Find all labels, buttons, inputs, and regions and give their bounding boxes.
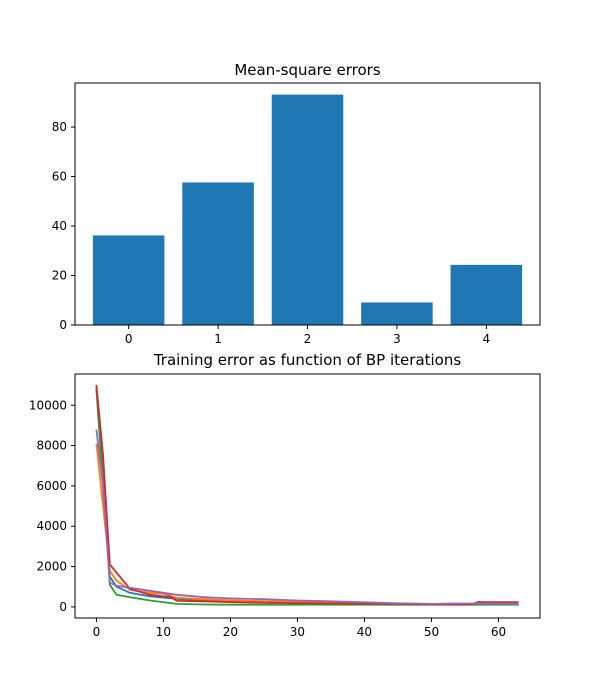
x-tick-label: 50 <box>424 625 439 639</box>
series-line <box>95 443 519 606</box>
line-y-ticks: 0 2000 4000 6000 8000 10000 <box>29 398 75 614</box>
series-line <box>95 385 519 606</box>
line-marks <box>95 385 519 606</box>
x-tick-label: 30 <box>290 625 305 639</box>
bar-x-ticks: 0 1 2 3 4 <box>125 325 490 346</box>
series-line <box>95 387 519 606</box>
y-tick-label: 8000 <box>36 439 67 453</box>
bar <box>92 235 165 325</box>
x-tick-label: 1 <box>214 332 222 346</box>
y-tick-label: 40 <box>52 219 67 233</box>
x-tick-label: 40 <box>357 625 372 639</box>
y-tick-label: 0 <box>59 318 67 332</box>
line-x-ticks: 0 10 20 30 40 50 60 <box>93 618 506 639</box>
y-tick-label: 80 <box>52 120 67 134</box>
bar-marks <box>92 94 523 326</box>
x-tick-label: 0 <box>125 332 133 346</box>
x-tick-label: 20 <box>223 625 238 639</box>
series-line <box>95 389 519 606</box>
y-tick-label: 2000 <box>36 560 67 574</box>
x-tick-label: 60 <box>491 625 506 639</box>
y-tick-label: 60 <box>52 170 67 184</box>
bar-chart-frame <box>74 82 541 326</box>
bar-chart: Mean-square errors 0 1 2 3 4 0 20 40 60 80 <box>52 61 541 346</box>
bar-y-ticks: 0 20 40 60 80 <box>52 120 75 332</box>
bar <box>361 302 433 325</box>
bar <box>182 182 254 325</box>
line-chart: Training error as function of BP iterati… <box>29 351 541 639</box>
line-chart-frame <box>74 373 541 619</box>
series-line <box>95 429 519 605</box>
y-tick-label: 4000 <box>36 519 67 533</box>
x-tick-label: 0 <box>93 625 101 639</box>
x-tick-label: 3 <box>393 332 401 346</box>
y-tick-label: 20 <box>52 269 67 283</box>
bar-chart-title: Mean-square errors <box>234 61 380 79</box>
bar <box>450 264 523 325</box>
y-tick-label: 0 <box>59 600 67 614</box>
bar <box>271 94 344 326</box>
x-tick-label: 10 <box>156 625 171 639</box>
x-tick-label: 2 <box>304 332 312 346</box>
y-tick-label: 6000 <box>36 479 67 493</box>
line-chart-title: Training error as function of BP iterati… <box>153 351 462 369</box>
y-tick-label: 10000 <box>29 398 67 412</box>
x-tick-label: 4 <box>483 332 491 346</box>
